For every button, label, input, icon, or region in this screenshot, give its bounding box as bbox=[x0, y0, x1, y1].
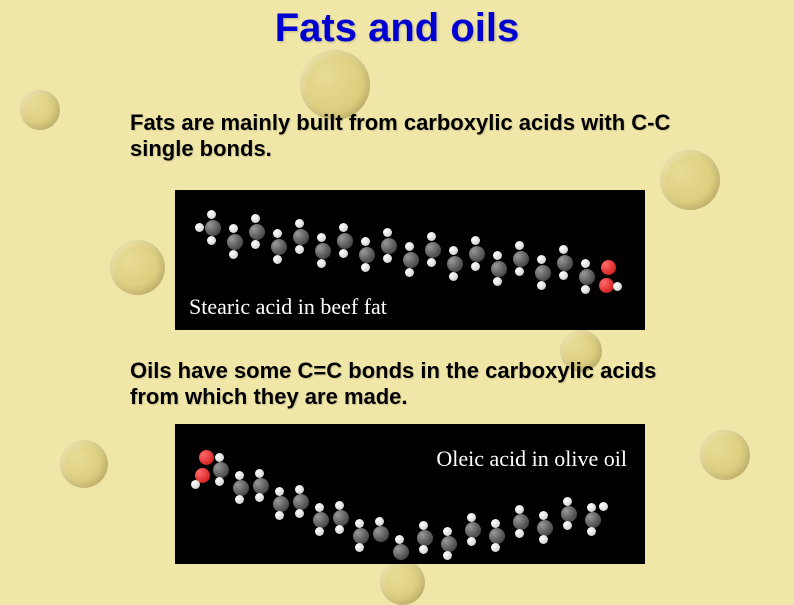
slide-title: Fats and oils bbox=[0, 6, 794, 51]
stearic-acid-diagram: Stearic acid in beef fat bbox=[175, 190, 645, 330]
stearic-label: Stearic acid in beef fat bbox=[189, 294, 387, 320]
oleic-acid-diagram: Oleic acid in olive oil bbox=[175, 424, 645, 564]
paragraph-oils: Oils have some C=C bonds in the carboxyl… bbox=[130, 358, 700, 411]
paragraph-fats: Fats are mainly built from carboxylic ac… bbox=[130, 110, 690, 163]
oleic-label: Oleic acid in olive oil bbox=[436, 446, 627, 472]
